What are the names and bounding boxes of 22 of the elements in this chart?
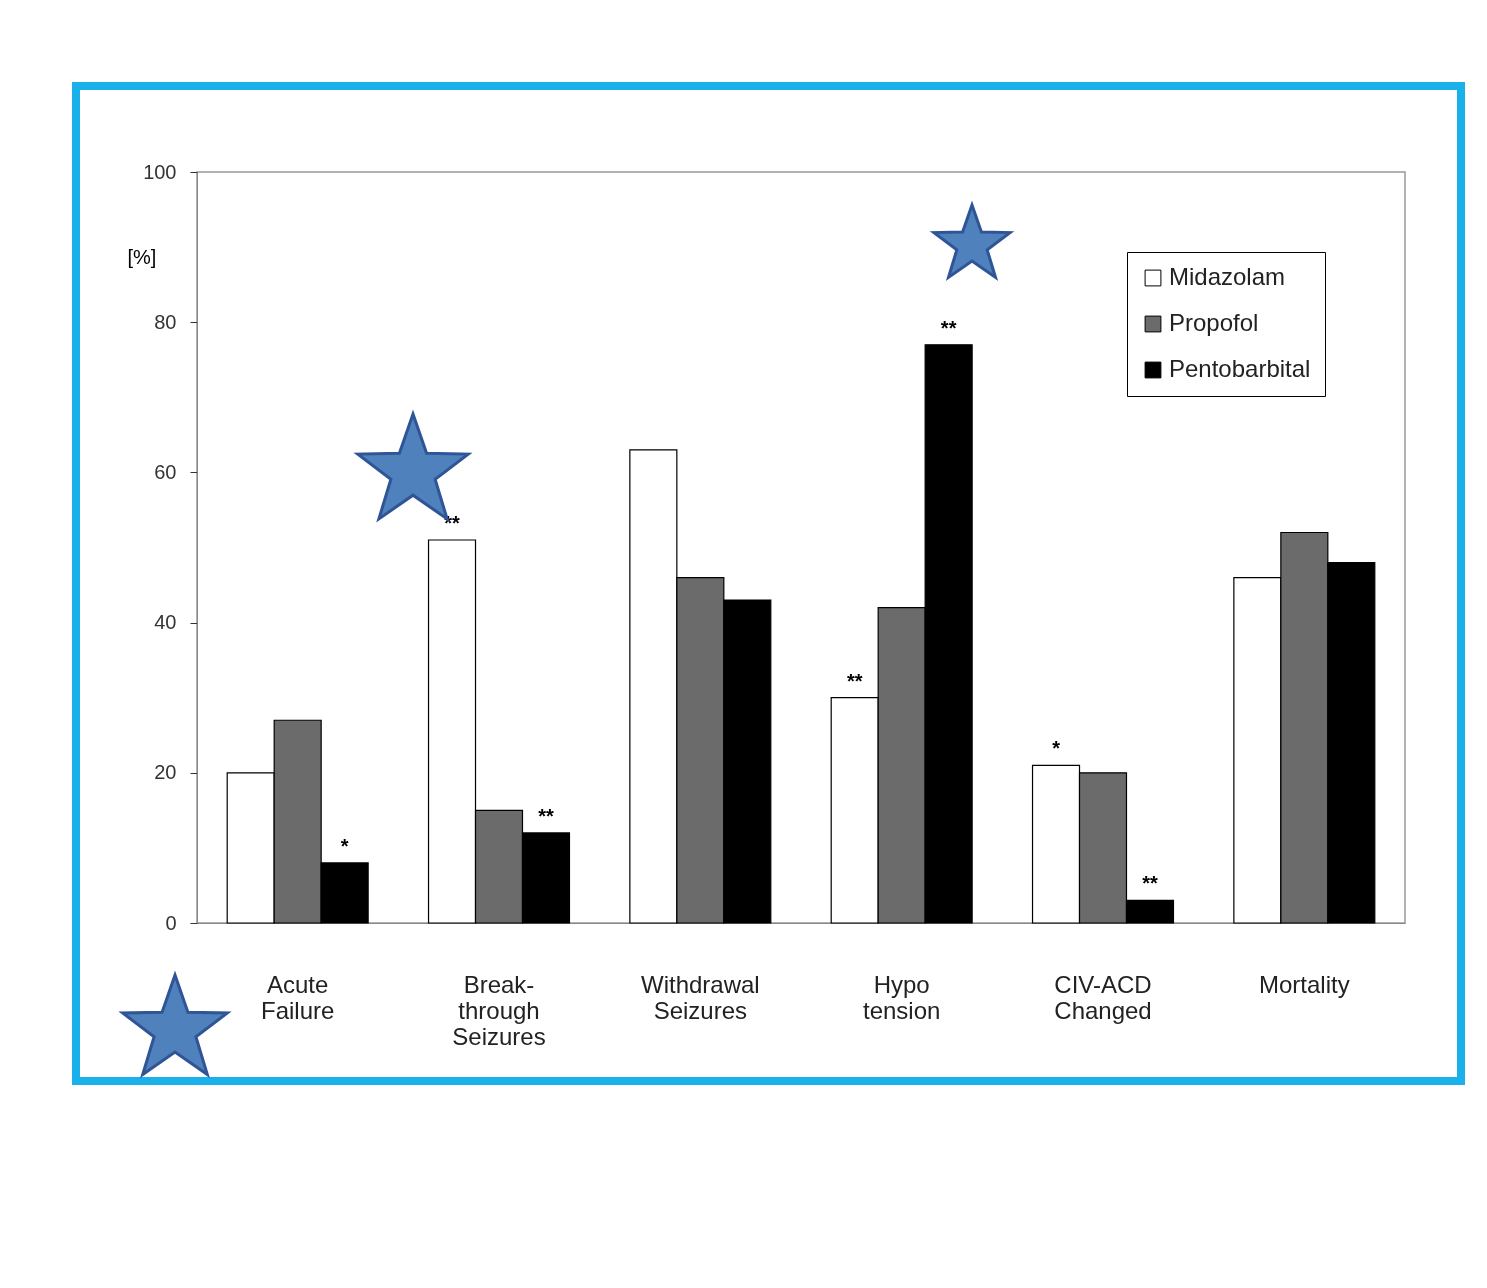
x-tick-label: CIV-ACD Changed (1054, 970, 1152, 1024)
y-tick-label: 80 (154, 310, 177, 333)
data-label: ** (846, 669, 863, 692)
x-tick-label: Withdrawal Seizures (640, 970, 760, 1024)
x-tick-label: Break- through Seizures (452, 970, 546, 1050)
x-tick-label: Hypo tension (862, 970, 941, 1024)
data-label: * (1052, 737, 1061, 760)
y-tick-label: 60 (154, 460, 177, 483)
x-tick-label: Acute Failure (260, 970, 335, 1024)
y-tick-label: 40 (154, 611, 177, 634)
data-label: ** (1142, 872, 1158, 895)
y-tick-label: 0 (165, 911, 177, 934)
data-label: ** (940, 316, 957, 339)
y-axis-title: [%] (127, 245, 157, 268)
data-label: * (340, 834, 349, 857)
x-tick-label: Mortality (1258, 970, 1350, 998)
legend-label: Pentobarbital (1169, 355, 1311, 382)
y-tick-label: 20 (154, 761, 177, 784)
legend-label: Propofol (1169, 309, 1259, 336)
y-tick-label: 100 (143, 160, 177, 183)
legend-label: Midazolam (1169, 263, 1286, 290)
data-label: ** (538, 804, 554, 827)
